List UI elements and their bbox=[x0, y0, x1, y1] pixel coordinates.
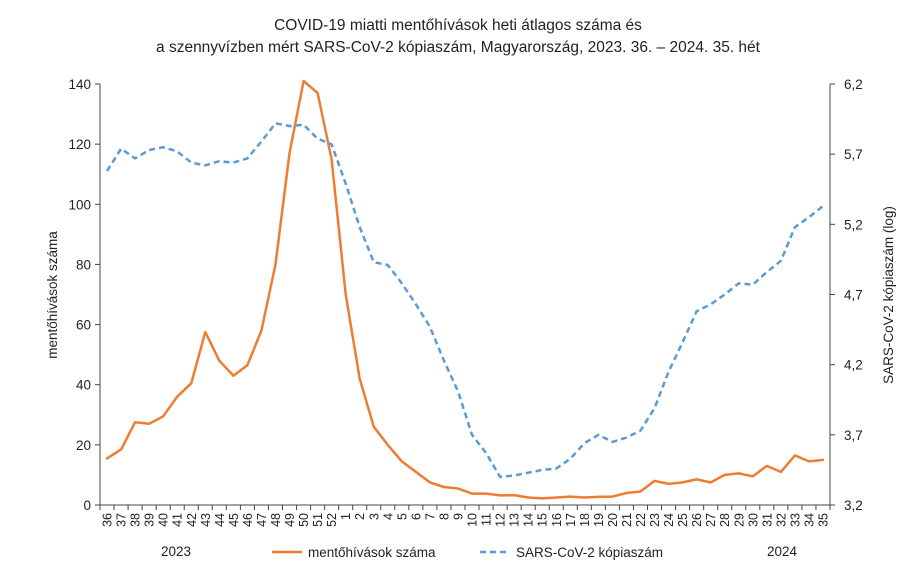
x-tick-label: 3 bbox=[367, 513, 381, 520]
x-tick-label: 17 bbox=[564, 513, 578, 527]
x-tick-label: 51 bbox=[311, 513, 325, 527]
x-tick-label: 2 bbox=[353, 513, 367, 520]
x-tick-label: 4 bbox=[381, 513, 395, 520]
x-tick-label: 35 bbox=[816, 513, 830, 527]
x-tick-label: 41 bbox=[171, 513, 185, 527]
left-tick-label: 100 bbox=[68, 197, 91, 212]
x-tick-label: 39 bbox=[143, 513, 157, 527]
x-tick-label: 47 bbox=[255, 513, 269, 527]
left-axis-label: mentőhívások száma bbox=[45, 231, 60, 359]
x-tick-label: 27 bbox=[704, 513, 718, 527]
x-tick-label: 15 bbox=[536, 513, 550, 527]
series-line-ambulance-calls bbox=[105, 79, 825, 500]
right-tick-label: 4,7 bbox=[844, 288, 863, 303]
right-tick-label: 3,7 bbox=[844, 428, 863, 443]
x-tick-label: 10 bbox=[466, 513, 480, 527]
left-tick-label: 80 bbox=[76, 257, 91, 272]
right-axis-ticks: 3,2 3,7 4,2 4,7 5,2 5,7 6,2 bbox=[830, 77, 863, 513]
x-tick-label: 9 bbox=[451, 513, 465, 520]
legend-label-ambulance: mentőhívások száma bbox=[308, 545, 436, 560]
series-layer bbox=[105, 79, 825, 500]
x-tick-label: 32 bbox=[774, 513, 788, 527]
left-tick-label: 120 bbox=[68, 137, 91, 152]
x-tick-label: 22 bbox=[634, 513, 648, 527]
year-label-2023: 2023 bbox=[161, 544, 191, 559]
x-tick-label: 1 bbox=[339, 513, 353, 520]
x-tick-label: 48 bbox=[269, 513, 283, 527]
x-tick-label: 50 bbox=[297, 513, 311, 527]
x-tick-label: 33 bbox=[788, 513, 802, 527]
year-label-2024: 2024 bbox=[767, 544, 798, 559]
x-tick-label: 45 bbox=[227, 513, 241, 527]
x-tick-label: 21 bbox=[620, 513, 634, 527]
left-tick-label: 40 bbox=[76, 378, 91, 393]
x-tick-label: 29 bbox=[732, 513, 746, 527]
left-tick-label: 60 bbox=[76, 318, 91, 333]
x-tick-label: 34 bbox=[802, 513, 816, 527]
x-tick-label: 31 bbox=[760, 513, 774, 527]
right-tick-label: 4,2 bbox=[844, 358, 863, 373]
left-tick-label: 20 bbox=[76, 438, 91, 453]
x-tick-label: 20 bbox=[606, 513, 620, 527]
x-tick-label: 36 bbox=[101, 513, 115, 527]
chart-title-line-1: COVID-19 miatti mentőhívások heti átlago… bbox=[274, 17, 642, 34]
right-tick-label: 6,2 bbox=[844, 77, 863, 92]
x-tick-label: 42 bbox=[185, 513, 199, 527]
right-tick-label: 5,2 bbox=[844, 217, 863, 232]
x-tick-label: 49 bbox=[283, 513, 297, 527]
x-tick-label: 16 bbox=[550, 513, 564, 527]
left-tick-label: 140 bbox=[68, 77, 91, 92]
x-tick-label: 8 bbox=[437, 513, 451, 520]
right-axis-label: SARS-CoV-2 kópiaszám (log) bbox=[881, 206, 896, 384]
x-tick-label: 24 bbox=[662, 513, 676, 527]
x-tick-label: 40 bbox=[157, 513, 171, 527]
x-tick-label: 18 bbox=[578, 513, 592, 527]
x-tick-label: 23 bbox=[648, 513, 662, 527]
x-tick-label: 6 bbox=[409, 513, 423, 520]
x-tick-label: 5 bbox=[395, 513, 409, 520]
right-tick-label: 3,2 bbox=[844, 498, 863, 513]
legend: mentőhívások száma SARS-CoV-2 kópiaszám bbox=[272, 545, 663, 560]
x-tick-label: 25 bbox=[676, 513, 690, 527]
x-tick-label: 30 bbox=[746, 513, 760, 527]
x-tick-label: 11 bbox=[480, 513, 494, 526]
x-tick-label: 38 bbox=[129, 513, 143, 527]
chart-title-line-2: a szennyvízben mért SARS-CoV-2 kópiaszám… bbox=[156, 39, 761, 56]
x-tick-label: 44 bbox=[213, 513, 227, 527]
left-axis-ticks: 0 20 40 60 80 100 120 140 bbox=[68, 77, 100, 513]
x-tick-label: 19 bbox=[592, 513, 606, 527]
x-tick-label: 43 bbox=[199, 513, 213, 527]
x-tick-label: 37 bbox=[115, 513, 129, 527]
left-tick-label: 0 bbox=[83, 498, 91, 513]
x-tick-label: 52 bbox=[325, 513, 339, 527]
legend-label-sars: SARS-CoV-2 kópiaszám bbox=[516, 545, 663, 560]
x-tick-label: 28 bbox=[718, 513, 732, 527]
x-tick-label: 13 bbox=[508, 513, 522, 527]
x-tick-label: 14 bbox=[522, 513, 536, 527]
series-line-sars-cov-2 bbox=[105, 122, 824, 479]
x-tick-label: 26 bbox=[690, 513, 704, 527]
x-tick-label: 7 bbox=[423, 513, 437, 520]
x-tick-label: 46 bbox=[241, 513, 255, 527]
x-axis-ticks: 36 37 38 39 40 41 42 43 44 45 46 47 48 49 50 51 52 1 2 3 4 5 6… bbox=[99, 505, 831, 527]
x-tick-label: 12 bbox=[494, 513, 508, 527]
right-tick-label: 5,7 bbox=[844, 147, 863, 162]
